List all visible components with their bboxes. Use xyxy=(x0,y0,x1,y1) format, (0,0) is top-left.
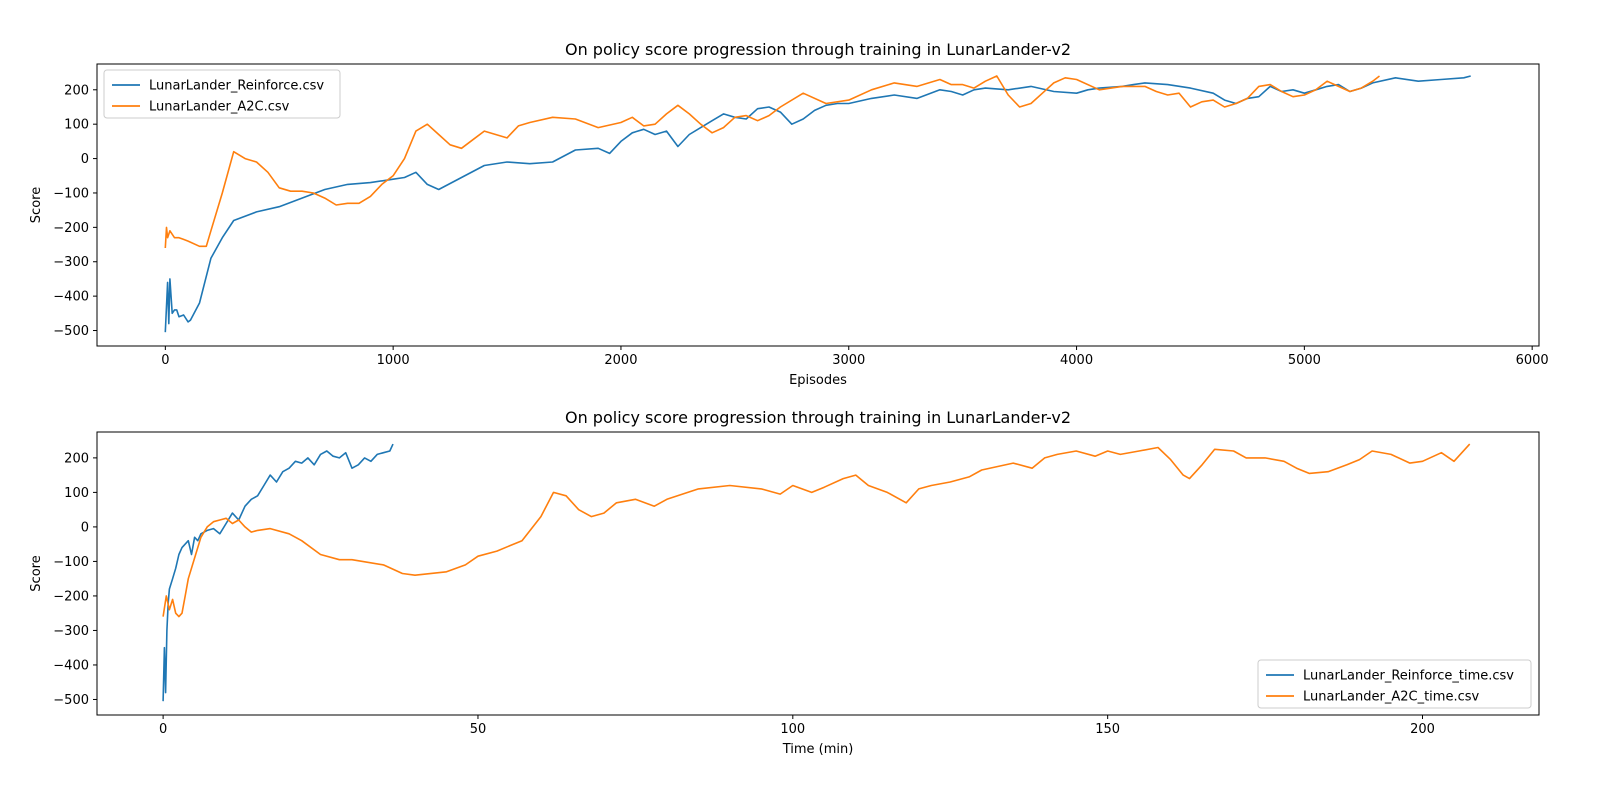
x-tick-label: 3000 xyxy=(832,353,865,368)
plot-frame xyxy=(96,431,1540,716)
x-tick-label: 0 xyxy=(159,722,167,737)
legend-box xyxy=(1257,659,1532,709)
chart-title: On policy score progression through trai… xyxy=(565,408,1071,427)
y-tick-label: −400 xyxy=(53,290,89,305)
y-tick-label: −300 xyxy=(53,624,89,639)
y-tick-label: 0 xyxy=(81,520,89,535)
y-tick-label: −300 xyxy=(53,255,89,270)
x-tick-label: 200 xyxy=(1410,722,1435,737)
legend-label-1: LunarLander_Reinforce_time.csv xyxy=(1303,669,1514,684)
series-line-1 xyxy=(162,443,394,702)
series-line-1 xyxy=(164,75,1471,333)
y-tick-label: 100 xyxy=(64,118,89,133)
y-tick-label: −500 xyxy=(53,324,89,339)
bottom-plot-time: On policy score progression through trai… xyxy=(29,408,1540,757)
x-tick-label: 50 xyxy=(470,722,487,737)
x-tick-label: 0 xyxy=(161,353,169,368)
y-axis-label: Score xyxy=(29,187,44,223)
legend-label-1: LunarLander_Reinforce.csv xyxy=(149,79,324,94)
x-axis-label: Episodes xyxy=(789,373,847,388)
legend-label-2: LunarLander_A2C_time.csv xyxy=(1303,690,1480,705)
y-tick-label: −100 xyxy=(53,186,89,201)
y-tick-label: −400 xyxy=(53,658,89,673)
y-tick-label: 200 xyxy=(64,83,89,98)
y-tick-label: −200 xyxy=(53,221,89,236)
y-tick-label: 200 xyxy=(64,451,89,466)
top-plot-episodes: On policy score progression through trai… xyxy=(29,40,1549,388)
series-line-2 xyxy=(162,443,1471,618)
y-tick-label: 100 xyxy=(64,486,89,501)
x-tick-label: 150 xyxy=(1095,722,1120,737)
x-tick-label: 100 xyxy=(780,722,805,737)
x-tick-label: 4000 xyxy=(1060,353,1093,368)
chart-title: On policy score progression through trai… xyxy=(565,40,1071,59)
x-tick-label: 2000 xyxy=(604,353,637,368)
plot-frame xyxy=(96,63,1540,347)
legend-box xyxy=(103,69,341,119)
y-tick-label: 0 xyxy=(81,152,89,167)
x-axis-label: Time (min) xyxy=(782,742,854,757)
x-tick-label: 1000 xyxy=(377,353,410,368)
legend: LunarLander_Reinforce.csv LunarLander_A2C… xyxy=(103,69,341,119)
y-tick-label: −200 xyxy=(53,589,89,604)
series-line-2 xyxy=(164,75,1380,249)
x-tick-label: 6000 xyxy=(1516,353,1549,368)
y-axis-label: Score xyxy=(29,555,44,591)
y-tick-label: −100 xyxy=(53,555,89,570)
legend: LunarLander_Reinforce_time.csv LunarLande… xyxy=(1257,659,1532,709)
x-tick-label: 5000 xyxy=(1288,353,1321,368)
y-tick-label: −500 xyxy=(53,693,89,708)
legend-label-2: LunarLander_A2C.csv xyxy=(149,100,290,115)
